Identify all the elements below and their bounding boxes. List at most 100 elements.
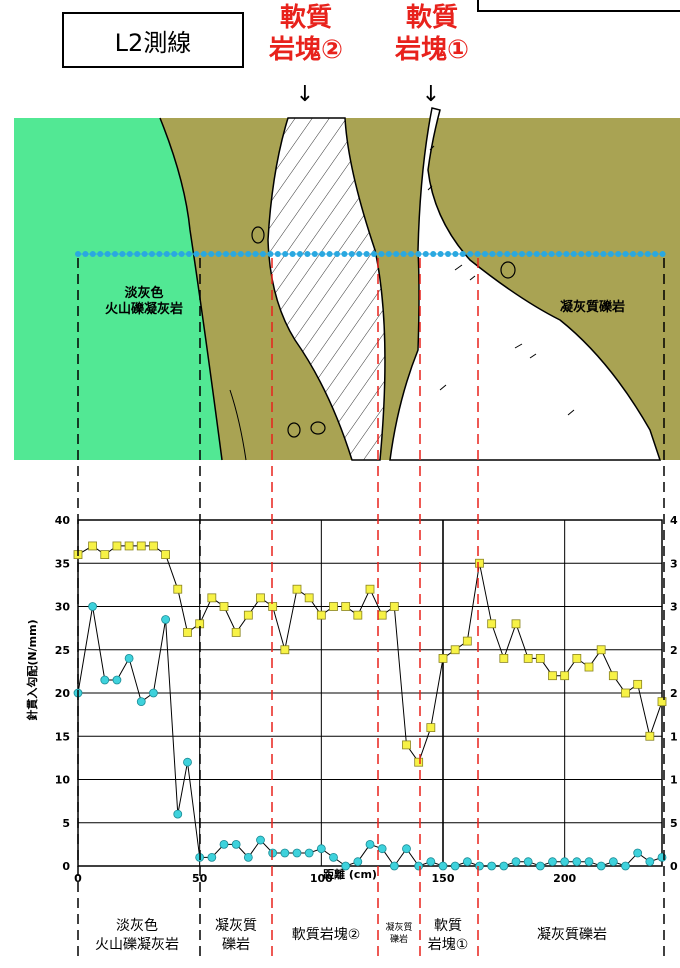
data-point-square <box>112 541 122 551</box>
survey-dot <box>652 251 659 257</box>
data-point-square <box>365 584 375 594</box>
y-tick-label: 15 <box>55 730 70 743</box>
survey-dot <box>304 251 311 257</box>
data-point-circle <box>136 697 146 707</box>
corner-frame <box>477 0 680 12</box>
survey-dot <box>112 251 118 257</box>
survey-dot <box>230 251 237 257</box>
data-point-square <box>149 541 158 551</box>
survey-dot <box>445 251 451 257</box>
survey-dot <box>319 251 326 257</box>
y-tick-label: 30 <box>55 601 71 614</box>
survey-dot <box>311 251 318 257</box>
survey-dot <box>452 251 459 257</box>
survey-dot <box>504 251 511 257</box>
data-point-square <box>329 602 338 611</box>
survey-dot <box>415 251 422 257</box>
y-tick-label: 10 <box>55 774 71 787</box>
survey-dot <box>289 251 296 257</box>
y-tick-label: 25 <box>55 644 70 657</box>
data-point-square <box>572 653 582 663</box>
survey-dot <box>659 251 666 257</box>
data-point-square <box>584 662 594 672</box>
data-point-circle <box>633 848 643 858</box>
zone-b-label: 凝灰質 礫岩 <box>215 918 257 953</box>
y-tick-label-right: 3 <box>670 601 678 614</box>
survey-dot <box>193 251 200 257</box>
data-point-circle <box>645 857 655 867</box>
survey-dot <box>297 251 303 257</box>
y-tick-label-right: 0 <box>670 860 678 873</box>
survey-dot <box>371 251 377 257</box>
light-green-tuff-area <box>14 118 222 460</box>
survey-dot <box>519 251 525 257</box>
data-point-circle <box>535 861 545 871</box>
data-point-square <box>414 757 424 767</box>
y-axis-label: 針貫入勾配(N/mm) <box>25 619 39 720</box>
data-point-square <box>173 584 183 594</box>
data-point-circle <box>596 861 606 871</box>
survey-dot <box>511 251 518 257</box>
data-point-square <box>100 550 110 559</box>
zone-c-label: 軟質岩塊② <box>291 927 361 943</box>
data-point-square <box>353 610 363 620</box>
data-point-circle <box>548 857 557 867</box>
survey-dot <box>430 251 437 257</box>
data-point-square <box>341 602 351 611</box>
data-point-circle <box>280 848 290 858</box>
data-point-circle <box>572 857 582 867</box>
soft-block-2-header: 軟質 岩塊② <box>268 3 343 65</box>
data-point-circle <box>173 809 183 819</box>
survey-line-title: L2測線 <box>114 28 192 57</box>
survey-dot <box>422 251 429 257</box>
survey-dot <box>156 251 163 257</box>
data-point-circle <box>462 857 472 867</box>
data-point-circle <box>316 844 326 854</box>
data-point-circle <box>499 861 509 871</box>
data-point-square <box>535 653 545 663</box>
data-point-square <box>621 688 630 698</box>
survey-dot <box>467 251 474 257</box>
survey-dot <box>489 251 496 257</box>
survey-dot <box>215 251 222 257</box>
down-arrow-icon: ↓ <box>421 82 441 107</box>
survey-dot <box>223 251 229 257</box>
survey-dot <box>186 251 192 257</box>
survey-dot <box>334 251 340 257</box>
data-point-square <box>608 671 618 681</box>
survey-dot <box>600 251 607 257</box>
x-tick-label: 100 <box>310 872 333 885</box>
survey-dot <box>378 251 385 257</box>
y-tick-label-right: 4 <box>670 514 678 527</box>
data-point-square <box>523 653 533 663</box>
survey-dot <box>593 251 599 257</box>
data-point-square <box>438 653 448 663</box>
survey-dot <box>474 251 481 257</box>
data-point-circle <box>304 848 314 858</box>
data-point-square <box>161 550 171 559</box>
data-point-square <box>256 593 265 603</box>
data-point-square <box>304 593 314 603</box>
light-gray-tuff-label: 淡灰色 火山礫凝灰岩 <box>104 286 183 317</box>
survey-dot <box>548 251 555 257</box>
data-point-square <box>316 610 326 620</box>
data-point-circle <box>100 675 110 685</box>
data-point-square <box>88 541 97 551</box>
data-point-circle <box>207 852 217 862</box>
data-point-circle <box>161 615 171 624</box>
survey-dot <box>134 251 141 257</box>
survey-dot <box>82 251 89 257</box>
survey-dot <box>141 251 148 257</box>
data-point-square <box>183 628 192 637</box>
survey-dot <box>541 251 548 257</box>
survey-dot <box>326 251 333 257</box>
survey-dot <box>393 251 400 257</box>
survey-dot <box>408 251 414 257</box>
data-point-circle <box>149 688 158 698</box>
y-tick-label: 35 <box>55 557 70 570</box>
survey-dot <box>149 251 155 257</box>
survey-dot <box>570 251 577 257</box>
data-point-square <box>136 541 146 551</box>
survey-dot <box>282 251 289 257</box>
